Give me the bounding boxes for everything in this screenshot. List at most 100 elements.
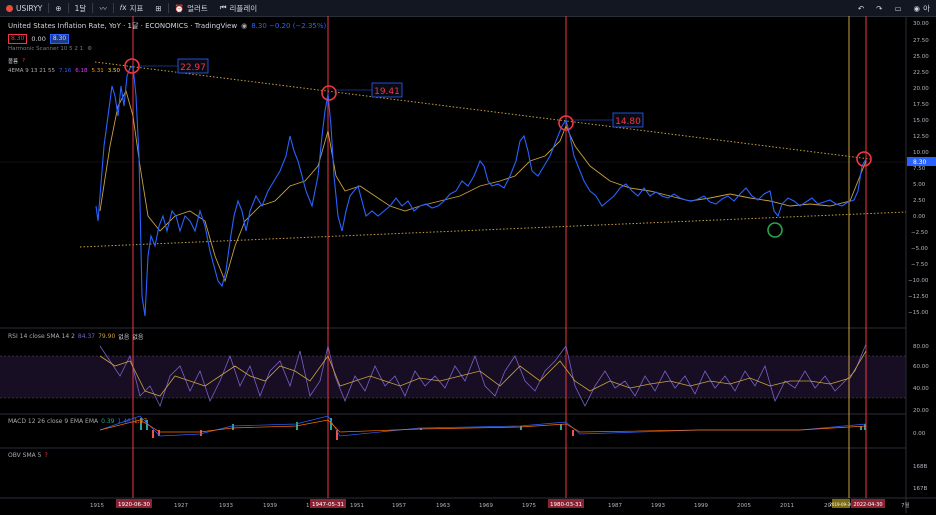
time-highlight-label: 2019-09-30 — [829, 502, 853, 507]
price-axis-ticks: 30.00 27.50 25.00 22.50 20.00 17.50 15.0… — [908, 21, 929, 316]
ema-label: 4EMA 9 13 21 55 — [8, 68, 55, 74]
interval-button[interactable]: 1달 — [69, 0, 93, 16]
harmonic-row[interactable]: Harmonic Scanner 10 5 2 1 ⚙ — [8, 46, 92, 52]
macd-line — [99, 415, 867, 437]
undo-button[interactable]: ↶ — [852, 0, 870, 16]
rsi-legend[interactable]: RSI 14 close SMA 14 2 84.37 79.90 없음 없음 — [8, 332, 143, 341]
macd-signal-value: 1.27 — [133, 418, 148, 425]
price-tick: 30.00 — [913, 21, 929, 27]
divider — [67, 3, 69, 13]
obv-tick: 167B — [913, 486, 927, 492]
obv-alert-icon[interactable]: ? — [44, 452, 48, 459]
lower-trendline[interactable] — [79, 211, 907, 248]
callout-box-1[interactable] — [177, 58, 209, 74]
price-tick: 0.00 — [913, 214, 926, 220]
macd-legend[interactable]: MACD 12 26 close 9 EMA EMA 0.39 1.46 1.2… — [8, 418, 147, 425]
divider — [167, 3, 169, 13]
rsi-value: 84.37 — [77, 333, 96, 340]
time-axis-ticks: 1915 1927 1933 1939 1945 1951 1957 1963 … — [90, 501, 910, 509]
indicators-icon: 𝑓x — [119, 3, 127, 12]
mid-chip: 0.00 — [31, 35, 46, 43]
redo-button[interactable]: ↷ — [870, 0, 888, 16]
snapshot-button[interactable]: ◉ 아 — [908, 0, 936, 16]
peak-circle-3[interactable] — [558, 115, 574, 131]
rsi-tick: 40.00 — [913, 386, 929, 392]
volume-label: 볼륨 — [8, 59, 19, 65]
price-tick: −2.50 — [911, 230, 928, 236]
obv-legend[interactable]: OBV SMA 5 ? — [8, 452, 48, 459]
time-highlight-1 — [116, 499, 152, 508]
time-highlight-label: 1947-05-31 — [312, 502, 344, 508]
time-tick: 1915 — [90, 503, 104, 509]
layout-button[interactable]: ⊞ — [149, 0, 167, 16]
time-tick: 1951 — [350, 503, 364, 509]
price-tick: 7.50 — [913, 166, 926, 172]
time-corner: 7월 — [901, 501, 910, 509]
fullscreen-button[interactable]: ▭ — [888, 0, 907, 16]
price-tick: −5.00 — [911, 246, 928, 252]
symbol-label: USIRYY — [16, 3, 43, 13]
settings-icon[interactable]: ⚙ — [87, 46, 93, 52]
divider — [92, 3, 94, 13]
callout-box-2[interactable] — [371, 82, 403, 98]
time-tick: 2005 — [737, 503, 751, 509]
volume-row[interactable]: 볼륨 ? — [8, 57, 25, 65]
rsi-sma-line — [99, 350, 867, 397]
ema-value-3: 5.31 — [91, 68, 104, 74]
rsi-label: RSI 14 close SMA 14 2 — [8, 333, 75, 340]
callout-box-3[interactable] — [612, 112, 644, 128]
ema-value-2: 6.18 — [75, 68, 88, 74]
indicators-label: 지표 — [129, 3, 144, 13]
chart-style-button[interactable]: 〰 — [93, 0, 113, 16]
time-tick: 1957 — [392, 503, 406, 509]
obv-label: OBV SMA 5 — [8, 452, 42, 459]
price-tick: 5.00 — [913, 182, 926, 188]
peak-circle-4[interactable] — [856, 151, 872, 167]
obv-tick: 168B — [913, 464, 927, 470]
ema-row[interactable]: 4EMA 9 13 21 55 7.16 6.18 5.31 3.50 — [8, 68, 120, 74]
chart-canvas[interactable]: 22.97 19.41 14.80 30.00 27.50 25.00 22.5… — [0, 16, 936, 513]
rsi-band — [0, 356, 906, 398]
replay-label: 리플레이 — [229, 3, 258, 13]
price-tick: 27.50 — [913, 38, 929, 44]
macd-value: 1.46 — [117, 418, 131, 425]
upper-trendline[interactable] — [94, 61, 871, 160]
alert-icon[interactable]: ? — [22, 58, 26, 64]
alert-button[interactable]: ⏰ 얼러트 — [169, 0, 214, 16]
time-highlight-2 — [310, 499, 346, 508]
rsi-sma-value: 79.90 — [98, 333, 116, 340]
legend-eye-icon[interactable]: ◉ — [241, 22, 248, 30]
legend-value: 8.30 −0.20 (−2.35%) — [251, 22, 327, 30]
symbol-button[interactable]: USIRYY — [0, 0, 48, 16]
sell-chip[interactable]: 8.30 — [8, 34, 28, 44]
time-tick: 1999 — [694, 503, 708, 509]
price-tick: 15.00 — [913, 118, 929, 124]
rectangle-icon: ▭ — [894, 3, 902, 13]
time-highlight-3 — [548, 499, 584, 508]
rsi-extra-2: 없음 — [132, 334, 144, 341]
macd-hist-value: 0.39 — [101, 418, 115, 425]
rsi-tick: 20.00 — [913, 408, 929, 414]
rsi-extra-1: 없음 — [118, 334, 130, 341]
time-highlight-label: 1920-06-30 — [118, 502, 150, 508]
interval-label: 1달 — [74, 3, 87, 13]
time-tick: 1939 — [263, 503, 277, 509]
time-highlight-4 — [832, 499, 850, 508]
add-symbol-button[interactable]: ⊕ — [49, 0, 67, 16]
macd-histogram — [140, 418, 866, 440]
legend-title[interactable]: United States Inflation Rate, YoY · 1달 ·… — [8, 22, 238, 30]
time-tick: 1927 — [174, 503, 188, 509]
peak-circle-2[interactable] — [321, 85, 337, 101]
legend-chip-row: 8.30 0.00 8.30 — [8, 34, 70, 44]
price-tick: −7.50 — [911, 262, 928, 268]
plus-icon: ⊕ — [55, 3, 62, 13]
trough-circle[interactable] — [767, 222, 783, 238]
signal-line — [99, 419, 867, 433]
chart-area[interactable]: 22.97 19.41 14.80 30.00 27.50 25.00 22.5… — [0, 16, 936, 513]
replay-button[interactable]: ⏮ 리플레이 — [214, 0, 263, 16]
time-highlight-label: 2022-04-30 — [853, 502, 882, 508]
indicators-button[interactable]: 𝑓x 지표 — [114, 0, 150, 16]
buy-chip[interactable]: 8.30 — [49, 34, 70, 44]
last-price-label: 8.30 — [913, 159, 927, 166]
time-tick: 2011 — [780, 503, 794, 509]
